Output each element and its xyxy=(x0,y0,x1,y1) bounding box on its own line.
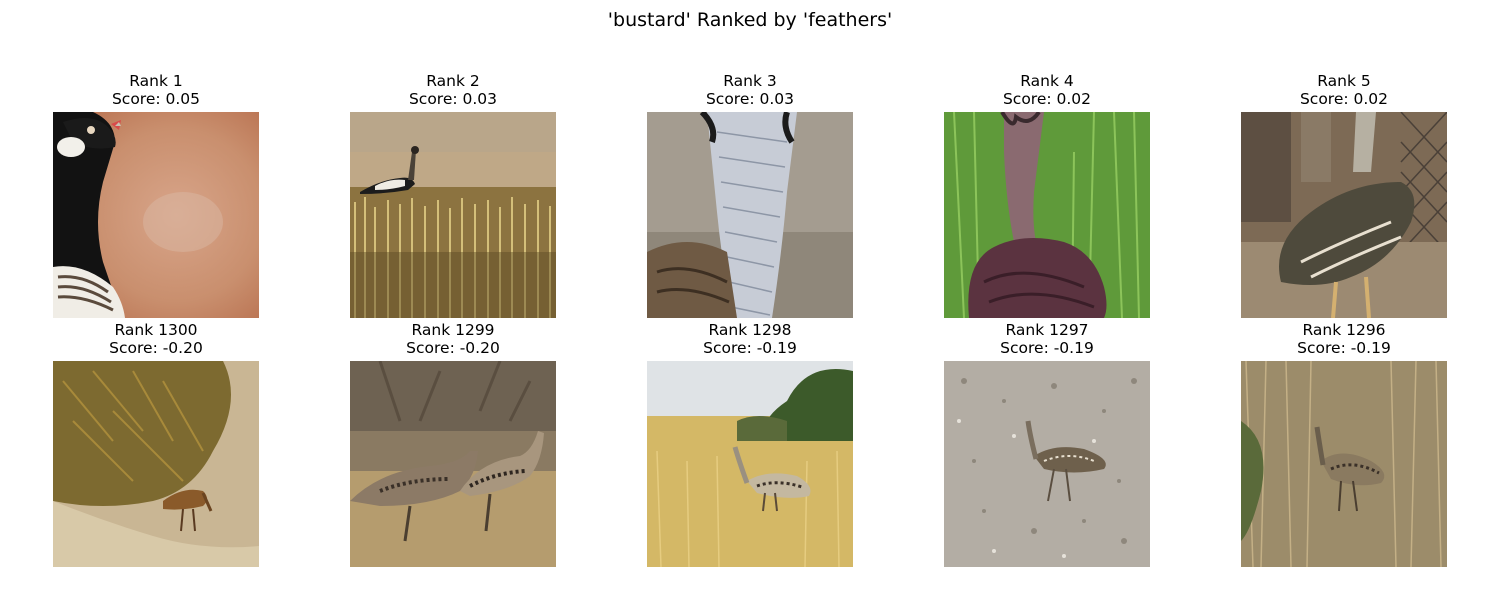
rank-label: Rank 1300 xyxy=(114,321,198,339)
score-label: Score: 0.02 xyxy=(1002,90,1092,108)
panel-title: Rank 5 Score: 0.02 xyxy=(1201,72,1487,108)
rank-label: Rank 1298 xyxy=(708,321,792,339)
bustard-in-dry-grass-photo xyxy=(1241,361,1447,567)
score-label: Score: -0.20 xyxy=(406,339,500,357)
panel-title: Rank 1298 Score: -0.19 xyxy=(607,321,893,357)
bustard-by-fence-photo xyxy=(1241,112,1447,318)
score-label: Score: 0.03 xyxy=(705,90,795,108)
bustard-head-closeup-photo xyxy=(53,112,259,318)
score-label: Score: -0.19 xyxy=(1297,339,1391,357)
panel-title: Rank 1297 Score: -0.19 xyxy=(904,321,1190,357)
rank-label: Rank 1 xyxy=(129,72,183,90)
panel-title: Rank 1300 Score: -0.20 xyxy=(13,321,299,357)
panel-title: Rank 4 Score: 0.02 xyxy=(904,72,1190,108)
panel-title: Rank 1 Score: 0.05 xyxy=(13,72,299,108)
bustard-in-stubble-field-photo xyxy=(350,112,556,318)
bustard-under-bush-photo xyxy=(53,361,259,567)
score-label: Score: 0.02 xyxy=(1299,90,1389,108)
panel-title: Rank 1299 Score: -0.20 xyxy=(310,321,596,357)
score-label: Score: -0.19 xyxy=(1000,339,1094,357)
bustard-neck-feathers-photo xyxy=(647,112,853,318)
score-label: Score: -0.20 xyxy=(109,339,203,357)
figure-title: 'bustard' Ranked by 'feathers' xyxy=(607,9,893,31)
two-bustards-walking-photo xyxy=(350,361,556,567)
rank-label: Rank 4 xyxy=(1020,72,1074,90)
score-label: Score: 0.05 xyxy=(111,90,201,108)
score-label: Score: 0.03 xyxy=(408,90,498,108)
rank-label: Rank 1296 xyxy=(1302,321,1386,339)
bustard-on-gravel-photo xyxy=(944,361,1150,567)
bustard-in-savanna-photo xyxy=(647,361,853,567)
bustard-on-green-grass-photo xyxy=(944,112,1150,318)
score-label: Score: -0.19 xyxy=(703,339,797,357)
rank-label: Rank 3 xyxy=(723,72,777,90)
rank-label: Rank 5 xyxy=(1317,72,1371,90)
rank-label: Rank 1297 xyxy=(1005,321,1089,339)
rank-label: Rank 2 xyxy=(426,72,480,90)
panel-title: Rank 2 Score: 0.03 xyxy=(310,72,596,108)
panel-title: Rank 3 Score: 0.03 xyxy=(607,72,893,108)
rank-label: Rank 1299 xyxy=(411,321,495,339)
panel-title: Rank 1296 Score: -0.19 xyxy=(1201,321,1487,357)
